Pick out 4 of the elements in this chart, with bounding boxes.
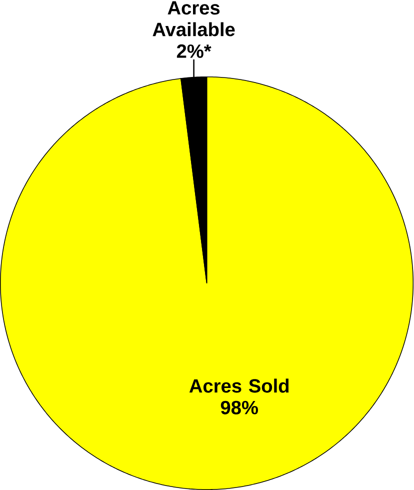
data-label: 2%* bbox=[177, 44, 212, 58]
slice-label: Acres Sold bbox=[190, 378, 289, 393]
data-label: 98% bbox=[221, 400, 258, 414]
slice-label: Acres Available bbox=[152, 1, 235, 36]
